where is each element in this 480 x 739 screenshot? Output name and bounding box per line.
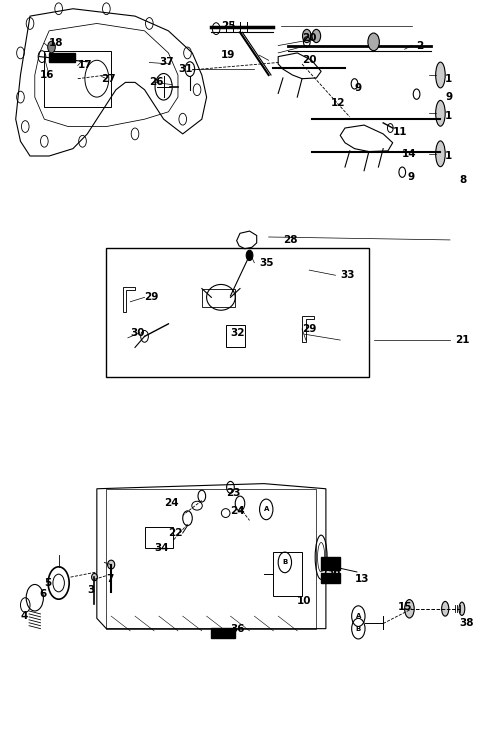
Text: 7: 7 — [107, 574, 114, 585]
Text: 9: 9 — [355, 84, 361, 93]
Ellipse shape — [436, 141, 445, 167]
Text: 30: 30 — [130, 327, 145, 338]
Text: B: B — [356, 626, 361, 632]
Bar — [321, 556, 340, 570]
Text: 20: 20 — [302, 55, 316, 65]
Text: 24: 24 — [230, 506, 245, 516]
Ellipse shape — [92, 573, 97, 581]
Text: 5: 5 — [44, 578, 51, 588]
Text: 24: 24 — [164, 499, 178, 508]
Text: A: A — [356, 613, 361, 619]
Text: 33: 33 — [340, 270, 355, 280]
Ellipse shape — [459, 602, 465, 616]
Text: 14: 14 — [402, 149, 417, 159]
Circle shape — [302, 30, 311, 43]
Text: 37: 37 — [159, 58, 173, 67]
Circle shape — [312, 30, 321, 43]
Bar — [107, 488, 316, 629]
Text: 16: 16 — [39, 70, 54, 80]
Text: 9: 9 — [445, 92, 452, 102]
Text: 31: 31 — [178, 64, 192, 74]
Text: 22: 22 — [168, 528, 183, 538]
Text: 8: 8 — [459, 174, 467, 185]
Text: 38: 38 — [459, 619, 474, 628]
Text: 28: 28 — [283, 235, 298, 245]
Circle shape — [368, 33, 379, 51]
Circle shape — [48, 41, 55, 53]
Ellipse shape — [436, 101, 445, 126]
Ellipse shape — [108, 560, 115, 569]
Text: 2: 2 — [417, 41, 424, 50]
Bar — [211, 628, 235, 638]
Text: 27: 27 — [102, 74, 116, 84]
Text: 12: 12 — [331, 98, 345, 108]
Text: 10: 10 — [297, 596, 312, 607]
Ellipse shape — [405, 599, 414, 618]
Bar — [226, 325, 245, 347]
Text: 32: 32 — [230, 327, 245, 338]
Text: 17: 17 — [78, 61, 92, 70]
Text: 15: 15 — [397, 602, 412, 612]
Text: 21: 21 — [455, 335, 469, 345]
Text: 19: 19 — [221, 50, 235, 60]
Bar — [49, 53, 75, 62]
Text: A: A — [264, 506, 269, 512]
Text: 11: 11 — [393, 127, 407, 137]
Text: 13: 13 — [355, 574, 369, 585]
Bar — [202, 288, 235, 307]
Text: 34: 34 — [154, 543, 169, 554]
Text: 20: 20 — [302, 33, 316, 43]
Text: 23: 23 — [226, 488, 240, 498]
Text: 35: 35 — [259, 258, 274, 268]
Text: 36: 36 — [326, 567, 340, 577]
Text: 1: 1 — [445, 151, 453, 161]
Ellipse shape — [436, 62, 445, 88]
Text: 26: 26 — [149, 78, 164, 87]
Text: 29: 29 — [144, 293, 159, 302]
Bar — [44, 52, 111, 106]
Text: 6: 6 — [39, 589, 47, 599]
Text: 3: 3 — [87, 585, 95, 596]
Bar — [144, 527, 173, 548]
Text: 25: 25 — [221, 21, 235, 31]
Bar — [107, 248, 369, 377]
Bar — [274, 552, 302, 596]
Text: 9: 9 — [407, 171, 414, 182]
Ellipse shape — [442, 602, 449, 616]
Circle shape — [246, 251, 253, 261]
Text: B: B — [282, 559, 288, 565]
Bar — [321, 573, 340, 583]
Text: 1: 1 — [445, 111, 453, 120]
Text: 18: 18 — [49, 38, 64, 48]
Text: 1: 1 — [445, 74, 453, 84]
Text: 4: 4 — [21, 611, 28, 621]
Text: 36: 36 — [230, 624, 245, 633]
Text: 29: 29 — [302, 324, 316, 334]
